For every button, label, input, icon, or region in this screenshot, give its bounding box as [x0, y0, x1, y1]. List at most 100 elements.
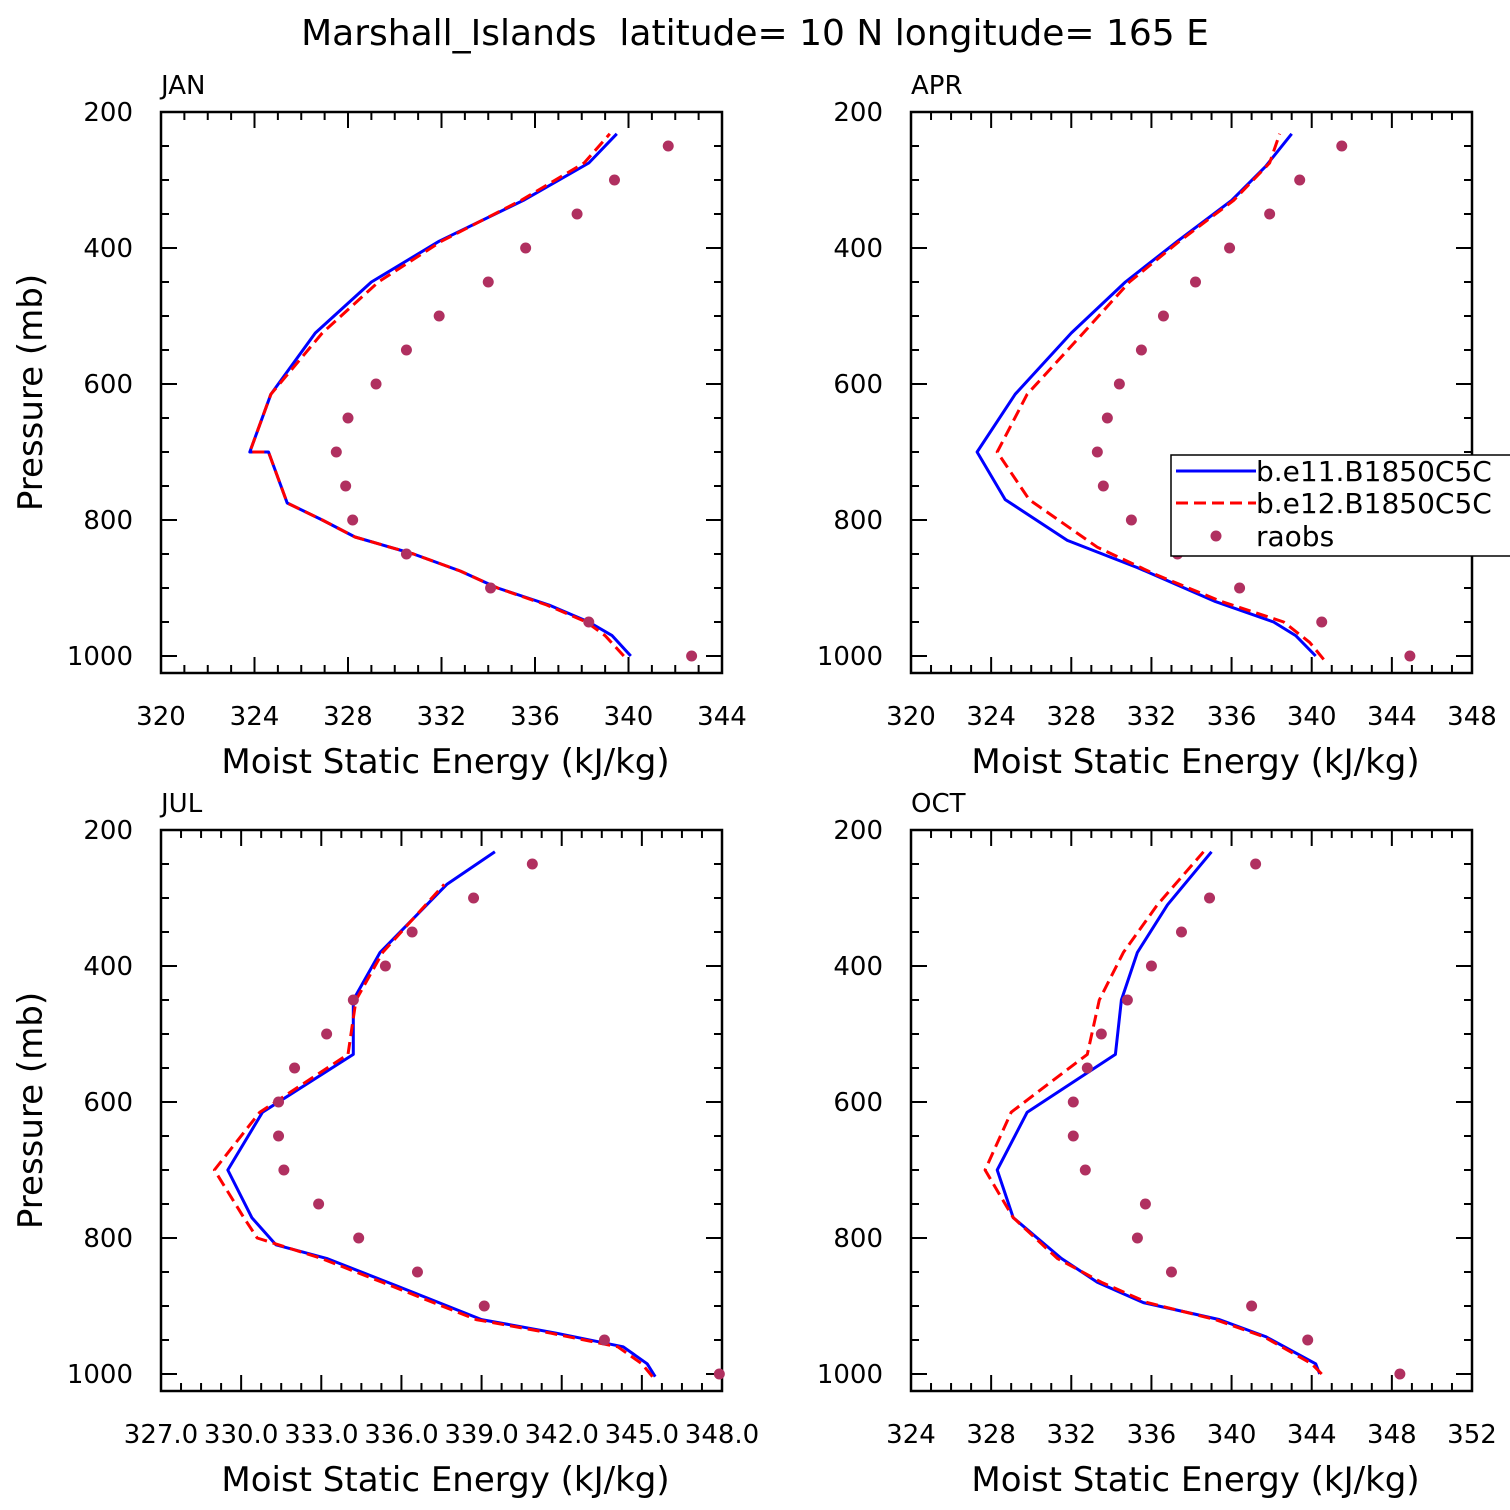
- series-group: [212, 850, 657, 1378]
- y-axis-title: Pressure (mb): [11, 274, 51, 511]
- series-line-e11: [995, 850, 1322, 1375]
- raobs-point: [1394, 1368, 1406, 1380]
- raobs-point: [321, 1028, 333, 1040]
- y-tick-label: 1000: [67, 1360, 133, 1390]
- x-tick-label: 339.0: [444, 1420, 518, 1450]
- y-tick-label: 400: [83, 234, 133, 264]
- raobs-point: [1113, 378, 1125, 390]
- x-tick-label: 330.0: [204, 1420, 278, 1450]
- series-group: [983, 850, 1323, 1376]
- raobs-point: [289, 1062, 301, 1074]
- x-tick-label: 333.0: [284, 1420, 358, 1450]
- raobs-point: [330, 446, 342, 458]
- series-line-e11: [226, 850, 657, 1378]
- series-line-e12: [248, 132, 625, 658]
- raobs-point: [571, 208, 583, 220]
- plot-frame: [159, 110, 724, 675]
- raobs-point: [340, 480, 352, 492]
- series-group: [975, 132, 1325, 661]
- y-tick-label: 400: [83, 952, 133, 982]
- y-tick-label: 600: [833, 370, 883, 400]
- raobs-point: [520, 242, 532, 254]
- raobs-point: [1246, 1300, 1258, 1312]
- y-tick-label: 600: [83, 370, 133, 400]
- raobs-point: [347, 514, 359, 526]
- raobs-point: [278, 1164, 290, 1176]
- series-line-e12: [983, 850, 1323, 1376]
- y-tick-label: 600: [83, 1088, 133, 1118]
- x-tick-label: 345.0: [605, 1420, 679, 1450]
- raobs-point: [1250, 858, 1262, 870]
- raobs-point: [400, 548, 412, 560]
- raobs-point: [1234, 582, 1246, 594]
- panel-label: JAN: [159, 71, 205, 101]
- raobs-point: [347, 994, 359, 1006]
- x-tick-label: 320: [886, 702, 936, 732]
- series-line-e12: [212, 883, 654, 1378]
- x-tick-label: 352: [1447, 1420, 1497, 1450]
- x-axis-title: Moist Static Energy (kJ/kg): [971, 742, 1419, 782]
- raobs-point: [526, 858, 538, 870]
- raobs-point: [1091, 446, 1103, 458]
- raobs-point: [662, 140, 674, 152]
- y-tick-label: 200: [833, 98, 883, 128]
- x-tick-label: 344: [697, 702, 747, 732]
- raobs-point: [1294, 174, 1306, 186]
- raobs-point: [713, 1368, 725, 1380]
- series-group: [248, 132, 632, 658]
- raobs-point: [468, 892, 480, 904]
- raobs-point: [1165, 1266, 1177, 1278]
- legend-swatch-raobs: [1210, 530, 1222, 542]
- raobs-point: [598, 1334, 610, 1346]
- raobs-point: [1157, 310, 1169, 322]
- x-tick-label: 348: [1447, 702, 1497, 732]
- y-tick-label: 1000: [817, 642, 883, 672]
- raobs-point: [273, 1096, 285, 1108]
- raobs-point: [1079, 1164, 1091, 1176]
- raobs-point: [370, 378, 382, 390]
- x-tick-label: 336: [510, 702, 560, 732]
- x-tick-label: 336: [1127, 1420, 1177, 1450]
- raobs-point: [1204, 892, 1216, 904]
- y-tick-label: 400: [833, 952, 883, 982]
- plot-frame: [909, 828, 1474, 1393]
- raobs-point: [485, 582, 497, 594]
- x-tick-label: 328: [966, 1420, 1016, 1450]
- x-tick-label: 348.0: [685, 1420, 759, 1450]
- x-tick-label: 336: [1207, 702, 1257, 732]
- x-tick-label: 328: [1046, 702, 1096, 732]
- raobs-point: [353, 1232, 365, 1244]
- figure-title: Marshall_Islands latitude= 10 N longitud…: [301, 13, 1209, 54]
- raobs-point: [1316, 616, 1328, 628]
- raobs-point: [1135, 344, 1147, 356]
- y-tick-label: 400: [833, 234, 883, 264]
- raobs-point: [1125, 514, 1137, 526]
- raobs-point: [1121, 994, 1133, 1006]
- raobs-point: [273, 1130, 285, 1142]
- y-tick-label: 200: [83, 816, 133, 846]
- raobs-point: [1175, 926, 1187, 938]
- raobs-point: [1139, 1198, 1151, 1210]
- raobs-point: [482, 276, 494, 288]
- raobs-point: [1095, 1028, 1107, 1040]
- panel-label: OCT: [911, 789, 966, 819]
- x-tick-label: 320: [136, 702, 186, 732]
- y-tick-label: 200: [833, 816, 883, 846]
- x-tick-label: 340: [1287, 702, 1337, 732]
- raobs-point: [1190, 276, 1202, 288]
- x-axis-title: Moist Static Energy (kJ/kg): [221, 1460, 669, 1500]
- x-tick-label: 340: [604, 702, 654, 732]
- raobs-point: [583, 616, 595, 628]
- raobs-point: [433, 310, 445, 322]
- raobs-point: [1097, 480, 1109, 492]
- x-axis-title: Moist Static Energy (kJ/kg): [221, 742, 669, 782]
- panel-label: JUL: [159, 789, 203, 819]
- series-line-e12: [995, 133, 1325, 661]
- panel-label: APR: [911, 71, 963, 101]
- legend-entry-label: b.e12.B1850C5C: [1256, 487, 1492, 520]
- x-tick-label: 348: [1367, 1420, 1417, 1450]
- x-tick-label: 332: [1046, 1420, 1096, 1450]
